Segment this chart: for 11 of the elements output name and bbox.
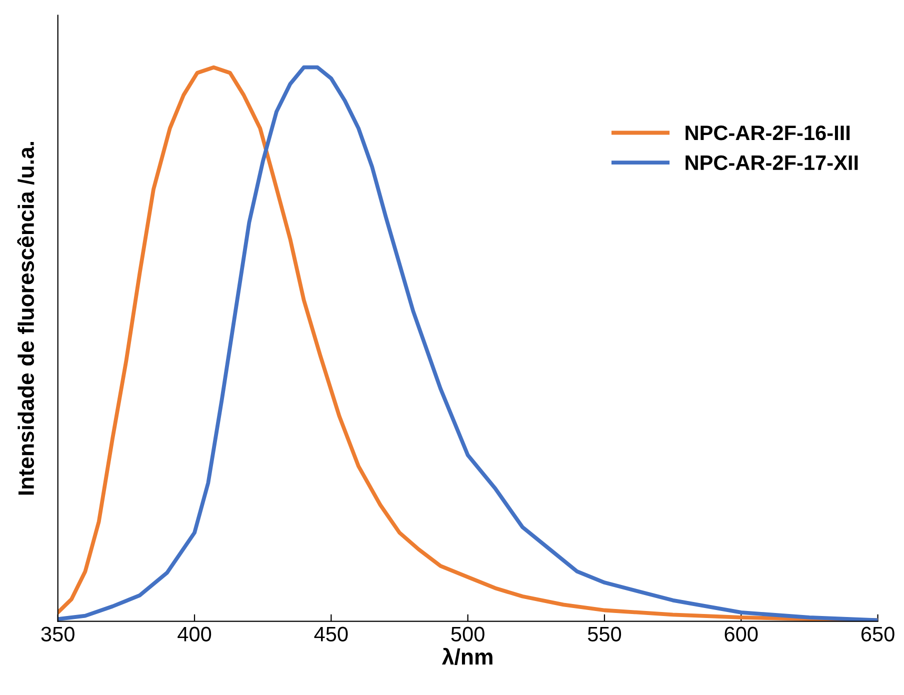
x-tick-label: 500 <box>451 626 484 642</box>
legend-label: NPC-AR-2F-17-XII <box>686 155 858 170</box>
x-tick-label: 400 <box>178 626 212 642</box>
x-tick-label: 550 <box>588 626 622 642</box>
y-axis-title: Intensidade de fluorescência /u.a. <box>17 142 34 495</box>
legend-label: NPC-AR-2F-16-III <box>686 125 850 140</box>
x-tick-label: 600 <box>724 626 758 642</box>
x-axis-title: λ/nm <box>442 648 492 665</box>
x-tick-label: 350 <box>41 626 74 642</box>
x-tick-label: 650 <box>861 626 894 642</box>
x-tick-label: 450 <box>314 626 348 642</box>
